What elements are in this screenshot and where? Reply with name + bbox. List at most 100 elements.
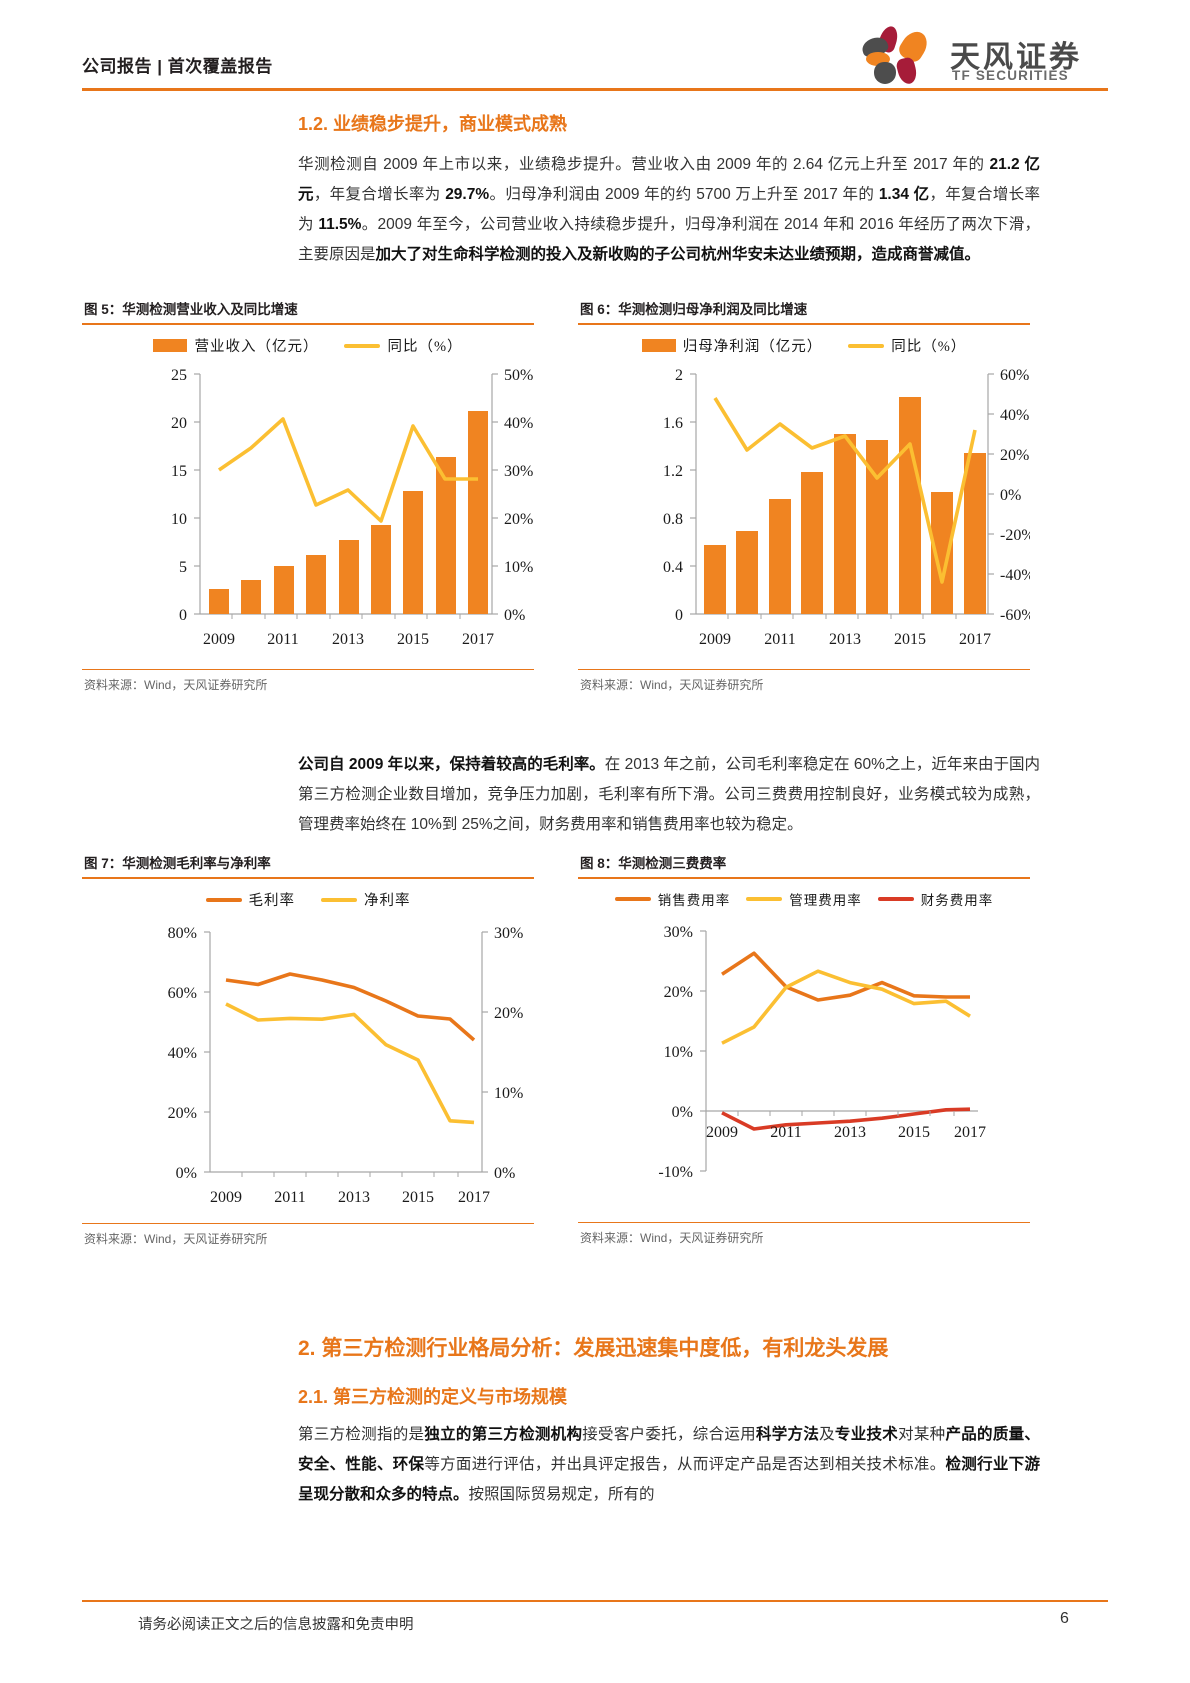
svg-text:60%: 60% [168,985,197,1002]
page-header: 公司报告 | 首次覆盖报告 天风证券 TF SECURITIES [0,0,1190,104]
p3-bold-c: 专业技术 [834,1426,899,1443]
svg-text:10: 10 [171,511,187,528]
paragraph-third-party-definition: 第三方检测指的是独立的第三方检测机构接受客户委托，综合运用科学方法及专业技术对某… [298,1420,1040,1510]
svg-text:2015: 2015 [397,631,429,648]
svg-text:0.8: 0.8 [663,511,683,528]
p3-text-c: 及 [819,1426,835,1443]
figure-5-source: 资料来源：Wind，天风证券研究所 [84,678,268,692]
figure-6-body: 归母净利润（亿元） 同比（%） 2 1.6 1.2 0.8 0.4 0 [578,325,1035,669]
p1-bold-a: 21.2 亿元 [298,156,1040,203]
svg-text:20%: 20% [168,1105,197,1122]
p3-text-d: 对某种 [898,1426,946,1443]
p1-text-c: 。归母净利润由 2009 年的约 5700 万上升至 2017 年的 [489,186,879,203]
legend-item-revenue: 营业收入（亿元） [153,335,318,356]
svg-text:-20%: -20% [1000,527,1030,544]
figure-5-legend: 营业收入（亿元） 同比（%） [82,325,534,356]
breadcrumb: 公司报告 | 首次覆盖报告 [82,57,273,76]
svg-text:20%: 20% [664,984,693,1001]
legend-line-swatch-icon [344,343,381,348]
footer-disclaimer: 请务必阅读正文之后的信息披露和免责申明 [138,1617,414,1633]
p1-bold-c: 1.34 亿 [878,186,930,203]
figure-5-rule-top [82,323,534,325]
svg-text:25: 25 [171,367,187,384]
logo-mark-icon [859,24,940,86]
legend-label-gross-margin: 毛利率 [248,893,295,909]
svg-text:30%: 30% [504,463,533,480]
svg-text:2011: 2011 [274,1189,305,1206]
legend-item-yoy: 同比（%） [848,335,966,356]
svg-text:2017: 2017 [458,1189,490,1206]
legend-item-net-profit: 归母净利润（亿元） [641,335,823,356]
legend-line-swatch-icon [614,897,651,901]
legend-bar-swatch-icon [153,339,188,352]
svg-text:40%: 40% [1000,407,1029,424]
figure-5-chart: 25 20 15 10 5 0 50% 40% 30% 20% 10% 0% [171,367,533,648]
p2-bold-a: 公司自 2009 年以来，保持着较高的毛利率。 [298,756,605,773]
legend-line-swatch-icon [746,897,783,901]
p2-text-a: 在 2013 年之前，公司毛利率稳定在 60%之上，近年来由于国内第三方检测企业… [298,756,1040,833]
figure-8-body: 销售费用率 管理费用率 财务费用率 30% 20% 10% 0% [578,879,1030,1222]
svg-text:40%: 40% [168,1045,197,1062]
legend-label-finance-expense: 财务费用率 [920,893,994,908]
svg-text:0%: 0% [494,1165,515,1182]
paragraph-margins: 公司自 2009 年以来，保持着较高的毛利率。在 2013 年之前，公司毛利率稳… [298,750,1040,840]
svg-text:20%: 20% [1000,447,1029,464]
figure-8-legend: 销售费用率 管理费用率 财务费用率 [578,879,1030,909]
svg-text:10%: 10% [504,559,533,576]
svg-text:2011: 2011 [267,631,298,648]
svg-text:2013: 2013 [332,631,364,648]
legend-bar-swatch-icon [641,339,676,352]
figure-7-rule-top [82,877,534,879]
logo-text-english: TF SECURITIES [952,68,1069,83]
legend-label-admin-expense: 管理费用率 [789,893,862,908]
legend-label-yoy: 同比（%） [387,339,463,355]
legend-item-gross-margin: 毛利率 [205,889,296,910]
legend-item-finance-expense: 财务费用率 [877,889,994,909]
p1-bold-b: 29.7% [445,186,490,203]
figure-5-rule-bottom [82,669,534,670]
legend-line-swatch-icon [205,897,242,902]
svg-text:2009: 2009 [699,631,731,648]
figure-7-body: 毛利率 净利率 80% 60% 40% 20% 0% [82,879,534,1223]
svg-text:20: 20 [171,415,187,432]
svg-text:2013: 2013 [829,631,861,648]
legend-label-net-margin: 净利率 [364,893,411,909]
svg-text:2015: 2015 [402,1189,434,1206]
legend-item-yoy: 同比（%） [344,335,462,356]
svg-text:-60%: -60% [1000,607,1030,624]
legend-line-swatch-icon [877,897,914,901]
svg-text:2009: 2009 [706,1124,738,1141]
p3-bold-e: 检测行业下游呈现分散和众多的特点。 [298,1456,1040,1503]
figure-8-chart: 30% 20% 10% 0% -10% 2009 2011 2013 2015 2017 [658,924,986,1181]
p1-text-b: ，年复合增长率为 [313,186,446,203]
svg-text:80%: 80% [168,925,197,942]
legend-item-sales-expense: 销售费用率 [614,889,731,909]
svg-text:5: 5 [179,559,187,576]
legend-line-swatch-icon [321,897,357,902]
p3-text-a: 第三方检测指的是 [298,1426,425,1443]
company-logo: 天风证券 TF SECURITIES [859,24,1108,86]
figure-7-chart: 80% 60% 40% 20% 0% 30% 20% 10% 0% [168,925,524,1206]
svg-text:2013: 2013 [338,1189,370,1206]
p3-text-e: 等方面进行评估，并出具评定报告，从而评定产品是否达到相关技术标准。 [424,1456,946,1473]
svg-text:10%: 10% [664,1044,693,1061]
figure-5-caption: 图 5：华测检测营业收入及同比增速 [84,302,298,317]
svg-text:1.2: 1.2 [663,463,683,480]
svg-text:2: 2 [675,367,683,384]
p1-text-a: 华测检测自 2009 年上市以来，业绩稳步提升。营业收入由 2009 年的 2.… [298,156,990,173]
svg-text:0%: 0% [1000,487,1021,504]
svg-text:0: 0 [179,607,187,624]
p1-text-e: 。2009 年至今，公司营业收入持续稳步提升，归母净利润在 2014 年和 20… [298,216,1040,263]
svg-text:2011: 2011 [770,1124,801,1141]
svg-text:30%: 30% [494,925,523,942]
svg-text:0%: 0% [176,1165,197,1182]
svg-text:2011: 2011 [764,631,795,648]
svg-text:2015: 2015 [894,631,926,648]
svg-text:2009: 2009 [203,631,235,648]
p3-bold-a: 独立的第三方检测机构 [424,1426,583,1443]
svg-text:2017: 2017 [959,631,991,648]
footer-divider [82,1600,1108,1602]
p3-bold-b: 科学方法 [755,1426,820,1443]
page-number: 6 [1060,1610,1069,1627]
